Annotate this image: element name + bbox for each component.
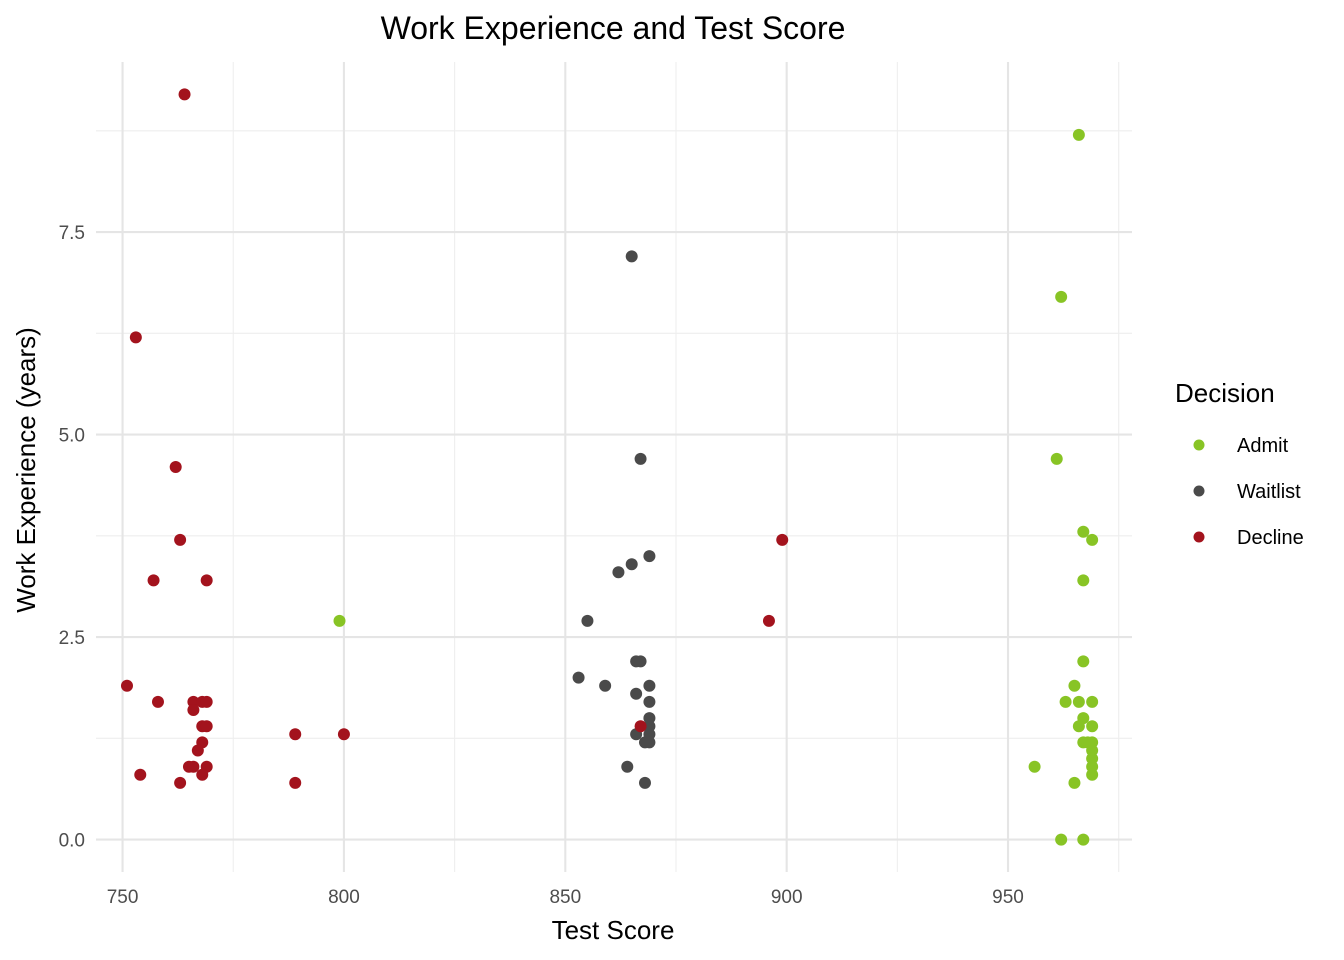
- data-point-decline: [174, 776, 187, 789]
- data-point-admit: [1072, 695, 1085, 708]
- data-point-admit: [1077, 833, 1090, 846]
- data-point-waitlist: [643, 550, 656, 563]
- grid: [96, 62, 1132, 872]
- data-point-decline: [762, 614, 775, 627]
- data-point-decline: [196, 768, 209, 781]
- data-point-decline: [634, 720, 647, 733]
- data-point-decline: [178, 88, 191, 101]
- data-point-waitlist: [638, 776, 651, 789]
- data-point-admit: [1050, 452, 1063, 465]
- legend: Decision Admit Waitlist Decline: [1175, 378, 1304, 549]
- data-point-admit: [1072, 128, 1085, 141]
- legend-key-waitlist: [1193, 485, 1205, 497]
- legend-title: Decision: [1175, 378, 1275, 408]
- legend-label-waitlist: Waitlist: [1237, 481, 1301, 503]
- data-point-decline: [289, 728, 302, 741]
- data-point-admit: [1086, 768, 1099, 781]
- data-point-waitlist: [581, 614, 594, 627]
- tick-labels: 750 800 850 900 950 0.0 2.5 5.0 7.5: [59, 223, 1024, 908]
- x-tick-label: 850: [549, 887, 581, 908]
- legend-key-decline: [1193, 531, 1205, 543]
- data-point-admit: [1028, 760, 1041, 773]
- data-point-admit: [1077, 655, 1090, 668]
- data-point-waitlist: [599, 679, 612, 692]
- data-point-decline: [776, 533, 789, 546]
- data-point-admit: [1086, 533, 1099, 546]
- x-axis-title: Test Score: [552, 915, 675, 945]
- chart-title: Work Experience and Test Score: [381, 10, 846, 46]
- data-point-waitlist: [572, 671, 585, 684]
- legend-label-decline: Decline: [1237, 527, 1304, 549]
- data-point-waitlist: [643, 695, 656, 708]
- x-tick-label: 750: [107, 887, 139, 908]
- data-point-admit: [1055, 290, 1068, 303]
- y-tick-label: 2.5: [59, 628, 85, 649]
- y-tick-label: 0.0: [59, 831, 85, 852]
- data-point-decline: [169, 461, 182, 473]
- data-point-admit: [1068, 679, 1081, 692]
- data-point-admit: [1077, 525, 1090, 538]
- data-point-decline: [151, 695, 164, 708]
- data-point-admit: [1059, 695, 1072, 708]
- data-point-admit: [333, 614, 346, 627]
- data-point-decline: [147, 574, 160, 587]
- y-tick-label: 7.5: [59, 223, 85, 244]
- data-point-waitlist: [634, 655, 647, 668]
- data-point-admit: [1086, 695, 1099, 708]
- data-point-admit: [1072, 720, 1085, 733]
- data-point-waitlist: [612, 566, 625, 579]
- data-points: [120, 88, 1099, 846]
- data-point-admit: [1068, 776, 1081, 789]
- data-point-decline: [289, 776, 302, 789]
- x-tick-label: 800: [328, 887, 360, 908]
- data-point-waitlist: [643, 736, 656, 749]
- data-point-decline: [187, 760, 200, 773]
- data-point-admit: [1055, 833, 1068, 846]
- data-point-waitlist: [630, 687, 643, 700]
- data-point-decline: [200, 574, 213, 587]
- legend-key-admit: [1193, 439, 1205, 451]
- data-point-decline: [120, 679, 133, 692]
- data-point-decline: [191, 744, 204, 757]
- data-point-admit: [1077, 574, 1090, 587]
- data-point-decline: [200, 695, 213, 708]
- data-point-waitlist: [625, 250, 638, 263]
- data-point-waitlist: [643, 679, 656, 692]
- data-point-decline: [134, 768, 147, 781]
- x-tick-label: 950: [992, 887, 1024, 908]
- data-point-waitlist: [621, 760, 634, 773]
- legend-label-admit: Admit: [1237, 435, 1289, 457]
- data-point-decline: [129, 331, 142, 344]
- data-point-decline: [337, 728, 350, 741]
- data-point-decline: [200, 720, 213, 733]
- data-point-waitlist: [625, 558, 638, 571]
- data-point-decline: [174, 533, 187, 546]
- data-point-decline: [187, 704, 200, 716]
- y-axis-title: Work Experience (years): [11, 327, 41, 613]
- data-point-waitlist: [634, 452, 647, 465]
- data-point-admit: [1086, 720, 1099, 733]
- x-tick-label: 900: [771, 887, 803, 908]
- y-tick-label: 5.0: [59, 426, 85, 447]
